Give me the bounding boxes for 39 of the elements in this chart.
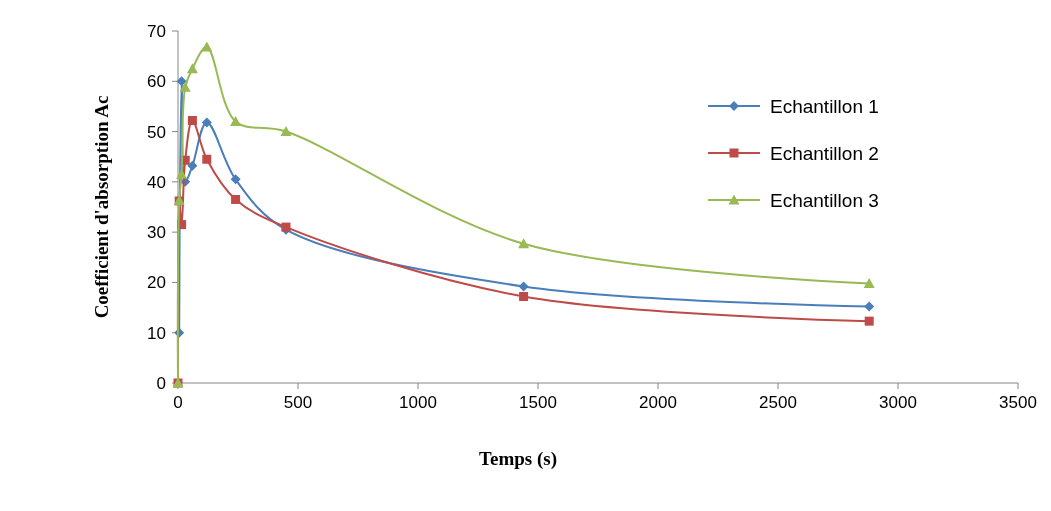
legend-label: Echantillon 1: [770, 96, 879, 117]
y-tick-label: 50: [147, 122, 166, 142]
legend-label: Echantillon 3: [770, 190, 879, 211]
point: [280, 126, 292, 137]
x-axis-title: Temps (s): [479, 448, 557, 470]
y-tick-label: 60: [147, 72, 166, 92]
point: [176, 76, 187, 87]
y-tick-label: 70: [147, 22, 166, 41]
point: [201, 117, 212, 128]
y-tick-label: 20: [147, 273, 166, 293]
point: [201, 41, 213, 52]
point: [186, 63, 198, 74]
x-tick-label: 0: [173, 393, 183, 412]
legend-label: Echantillon 2: [770, 143, 879, 164]
y-tick-label: 40: [147, 172, 166, 192]
point: [202, 154, 212, 164]
x-tick-label: 2500: [759, 393, 797, 412]
point: [518, 238, 530, 249]
point: [230, 174, 241, 185]
y-tick-label: 10: [147, 323, 166, 343]
point: [230, 116, 242, 127]
x-tick-label: 500: [283, 393, 313, 412]
point: [187, 116, 197, 126]
point: [864, 316, 874, 326]
point: [187, 160, 198, 171]
x-tick-label: 1000: [399, 393, 437, 412]
point: [519, 292, 529, 302]
y-axis-title: Coefficient d'absorption Ac: [91, 95, 112, 319]
x-tick-label: 2000: [639, 393, 677, 412]
x-tick-label: 1500: [519, 393, 557, 412]
x-tick-label: 3000: [879, 393, 917, 412]
point: [863, 277, 875, 288]
point: [179, 81, 191, 92]
point: [518, 281, 529, 292]
point: [864, 301, 875, 312]
y-tick-label: 30: [147, 223, 166, 243]
x-tick-label: 3500: [999, 393, 1037, 412]
point: [231, 194, 241, 204]
y-tick-label: 0: [156, 374, 166, 393]
